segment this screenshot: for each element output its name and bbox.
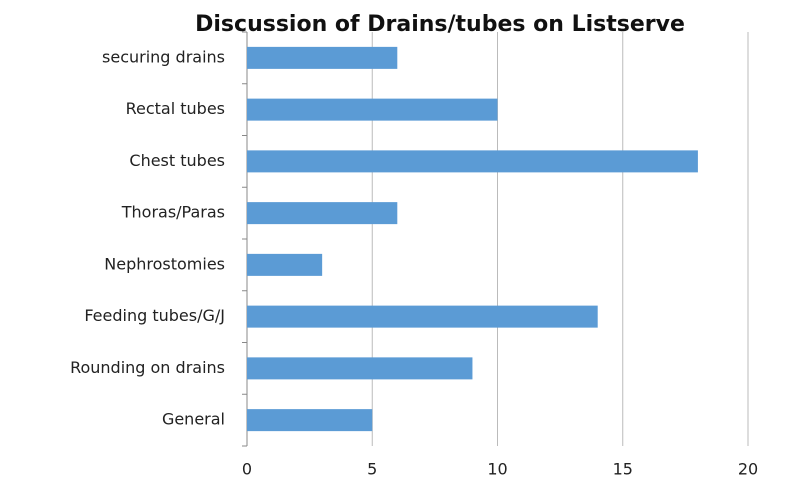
bar <box>247 46 398 69</box>
bar <box>247 409 373 432</box>
x-tick-label: 10 <box>487 460 507 479</box>
bar <box>247 98 498 121</box>
y-tick-label: Feeding tubes/G/J <box>84 306 225 325</box>
y-tick-label: Rectal tubes <box>126 99 225 118</box>
bar <box>247 305 598 328</box>
bar <box>247 202 398 225</box>
bar <box>247 357 473 380</box>
chart-title: Discussion of Drains/tubes on Listserve <box>195 12 685 37</box>
y-tick-label: Rounding on drains <box>70 358 225 377</box>
y-tick-label: Nephrostomies <box>104 254 225 273</box>
x-tick-label: 20 <box>738 460 758 479</box>
y-tick-label: Chest tubes <box>129 151 225 170</box>
x-tick-label: 0 <box>242 460 252 479</box>
bar <box>247 150 698 173</box>
bar <box>247 253 323 276</box>
y-tick-label: General <box>162 410 225 429</box>
x-tick-label: 5 <box>367 460 377 479</box>
y-tick-label: securing drains <box>102 47 225 66</box>
x-tick-label: 15 <box>613 460 633 479</box>
y-tick-label: Thoras/Paras <box>121 203 225 222</box>
